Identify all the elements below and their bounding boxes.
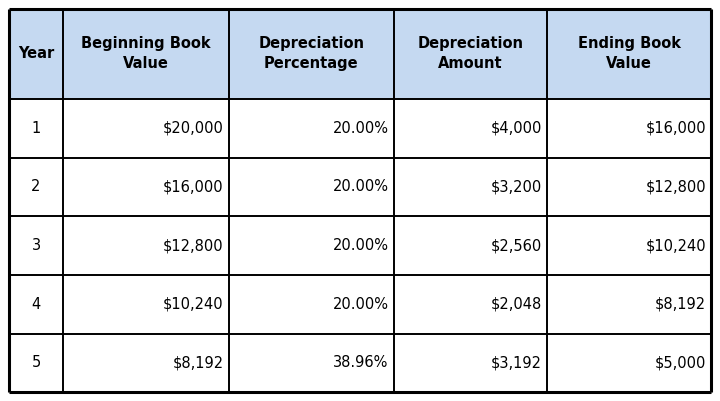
Text: $8,192: $8,192 [172, 355, 223, 371]
Text: 38.96%: 38.96% [333, 355, 389, 371]
Bar [9, 216, 711, 275]
Text: $3,200: $3,200 [490, 179, 542, 194]
Text: $8,192: $8,192 [655, 297, 706, 312]
Text: $20,000: $20,000 [163, 121, 223, 136]
Text: Year: Year [18, 47, 54, 61]
Text: $3,192: $3,192 [491, 355, 542, 371]
Text: $12,800: $12,800 [646, 179, 706, 194]
Text: $2,048: $2,048 [490, 297, 542, 312]
Text: 20.00%: 20.00% [333, 297, 389, 312]
Text: Depreciation
Amount: Depreciation Amount [418, 36, 523, 71]
Text: $10,240: $10,240 [646, 238, 706, 253]
Text: 20.00%: 20.00% [333, 179, 389, 194]
Text: 20.00%: 20.00% [333, 121, 389, 136]
Bar [9, 158, 711, 216]
Bar [9, 334, 711, 392]
Bar [9, 99, 711, 158]
Text: 2: 2 [32, 179, 41, 194]
Text: $16,000: $16,000 [163, 179, 223, 194]
Text: 20.00%: 20.00% [333, 238, 389, 253]
Text: 4: 4 [32, 297, 40, 312]
Text: $2,560: $2,560 [490, 238, 542, 253]
Text: $10,240: $10,240 [163, 297, 223, 312]
Text: 5: 5 [32, 355, 40, 371]
Text: Depreciation
Percentage: Depreciation Percentage [258, 36, 364, 71]
Text: Beginning Book
Value: Beginning Book Value [81, 36, 211, 71]
Text: $16,000: $16,000 [646, 121, 706, 136]
Text: 1: 1 [32, 121, 40, 136]
Bar [9, 275, 711, 334]
Text: $5,000: $5,000 [655, 355, 706, 371]
Text: $12,800: $12,800 [163, 238, 223, 253]
Text: Ending Book
Value: Ending Book Value [577, 36, 680, 71]
Bar [9, 9, 711, 99]
Text: 3: 3 [32, 238, 40, 253]
Text: $4,000: $4,000 [490, 121, 542, 136]
